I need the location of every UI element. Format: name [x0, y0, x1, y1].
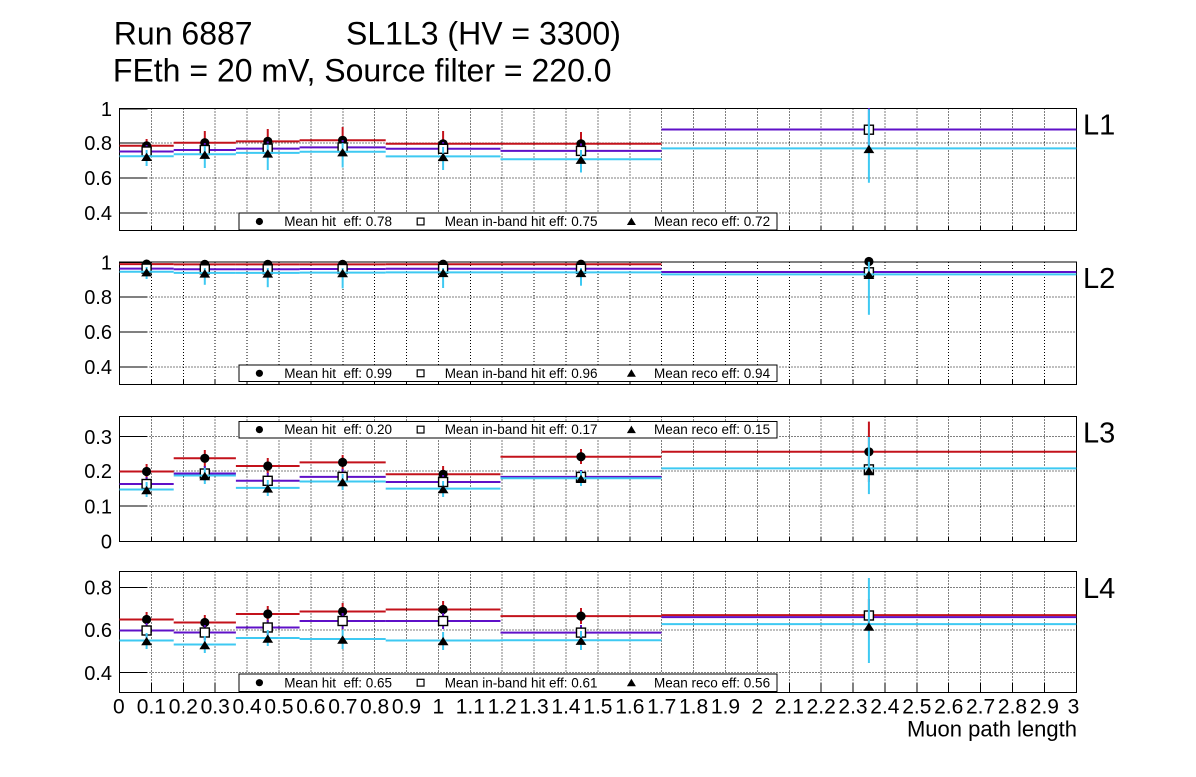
svg-text:1.6: 1.6	[615, 695, 644, 718]
svg-text:0.6: 0.6	[84, 322, 112, 344]
svg-text:2.7: 2.7	[966, 695, 995, 718]
svg-text:Mean in-band hit eff: 0.61: Mean in-band hit eff: 0.61	[445, 675, 598, 690]
svg-text:2.2: 2.2	[807, 695, 836, 718]
svg-text:0.4: 0.4	[232, 695, 262, 718]
svg-text:1.1: 1.1	[456, 695, 485, 718]
svg-text:0.8: 0.8	[84, 287, 112, 309]
svg-text:0.6: 0.6	[296, 695, 325, 718]
svg-text:0.1: 0.1	[137, 695, 166, 718]
svg-text:1.7: 1.7	[647, 695, 676, 718]
svg-text:Run 6887: Run 6887	[114, 16, 253, 52]
svg-text:Mean in-band hit eff: 0.17: Mean in-band hit eff: 0.17	[445, 422, 598, 437]
svg-text:Mean in-band hit eff: 0.96: Mean in-band hit eff: 0.96	[445, 366, 598, 381]
svg-text:0.2: 0.2	[84, 461, 112, 483]
svg-text:1: 1	[101, 253, 112, 275]
svg-text:0: 0	[101, 532, 112, 554]
svg-text:Mean reco eff: 0.72: Mean reco eff: 0.72	[654, 214, 770, 229]
svg-text:L4: L4	[1083, 573, 1115, 605]
svg-text:0.4: 0.4	[84, 203, 112, 225]
svg-text:Muon path length: Muon path length	[907, 717, 1077, 742]
svg-text:Mean hit eff: 0.99: Mean hit eff: 0.99	[284, 366, 392, 381]
svg-text:Mean hit eff: 0.20: Mean hit eff: 0.20	[284, 422, 392, 437]
svg-text:2.8: 2.8	[998, 695, 1027, 718]
svg-text:0: 0	[113, 695, 125, 718]
svg-text:0.3: 0.3	[201, 695, 230, 718]
svg-text:2.4: 2.4	[870, 695, 900, 718]
svg-text:3: 3	[1068, 695, 1080, 718]
svg-text:1.3: 1.3	[519, 695, 548, 718]
svg-text:2.1: 2.1	[775, 695, 804, 718]
svg-text:L2: L2	[1083, 263, 1115, 295]
svg-text:1.2: 1.2	[488, 695, 517, 718]
svg-text:L3: L3	[1083, 418, 1115, 450]
svg-text:0.8: 0.8	[84, 578, 112, 600]
svg-text:0.1: 0.1	[84, 496, 112, 518]
svg-text:0.4: 0.4	[84, 663, 112, 685]
svg-text:1.8: 1.8	[679, 695, 708, 718]
svg-text:Mean hit eff: 0.78: Mean hit eff: 0.78	[284, 214, 392, 229]
svg-text:1: 1	[433, 695, 445, 718]
svg-text:1.5: 1.5	[583, 695, 612, 718]
svg-text:Mean reco eff: 0.15: Mean reco eff: 0.15	[654, 422, 770, 437]
svg-text:0.8: 0.8	[360, 695, 389, 718]
svg-text:Mean reco eff: 0.56: Mean reco eff: 0.56	[654, 675, 770, 690]
svg-text:1.4: 1.4	[551, 695, 581, 718]
svg-text:0.8: 0.8	[84, 133, 112, 155]
svg-text:Mean hit eff: 0.65: Mean hit eff: 0.65	[284, 675, 392, 690]
svg-text:2.5: 2.5	[902, 695, 931, 718]
svg-text:2.9: 2.9	[1030, 695, 1059, 718]
svg-text:0.9: 0.9	[392, 695, 421, 718]
svg-text:2: 2	[752, 695, 764, 718]
svg-text:L1: L1	[1083, 110, 1115, 142]
svg-text:0.2: 0.2	[169, 695, 198, 718]
svg-text:Mean in-band hit eff: 0.75: Mean in-band hit eff: 0.75	[445, 214, 598, 229]
svg-text:Mean reco eff: 0.94: Mean reco eff: 0.94	[654, 366, 771, 381]
svg-text:2.6: 2.6	[934, 695, 963, 718]
svg-text:0.6: 0.6	[84, 620, 112, 642]
svg-text:0.4: 0.4	[84, 357, 112, 379]
svg-text:0.6: 0.6	[84, 168, 112, 190]
svg-text:0.5: 0.5	[264, 695, 293, 718]
svg-text:SL1L3 (HV = 3300): SL1L3 (HV = 3300)	[346, 16, 621, 52]
svg-text:2.3: 2.3	[838, 695, 867, 718]
svg-text:1.9: 1.9	[711, 695, 740, 718]
svg-text:0.7: 0.7	[328, 695, 357, 718]
svg-text:0.3: 0.3	[84, 427, 112, 449]
svg-text:FEth = 20 mV, Source filter =: FEth = 20 mV, Source filter = 220.0	[113, 53, 612, 89]
svg-text:1: 1	[101, 99, 112, 121]
